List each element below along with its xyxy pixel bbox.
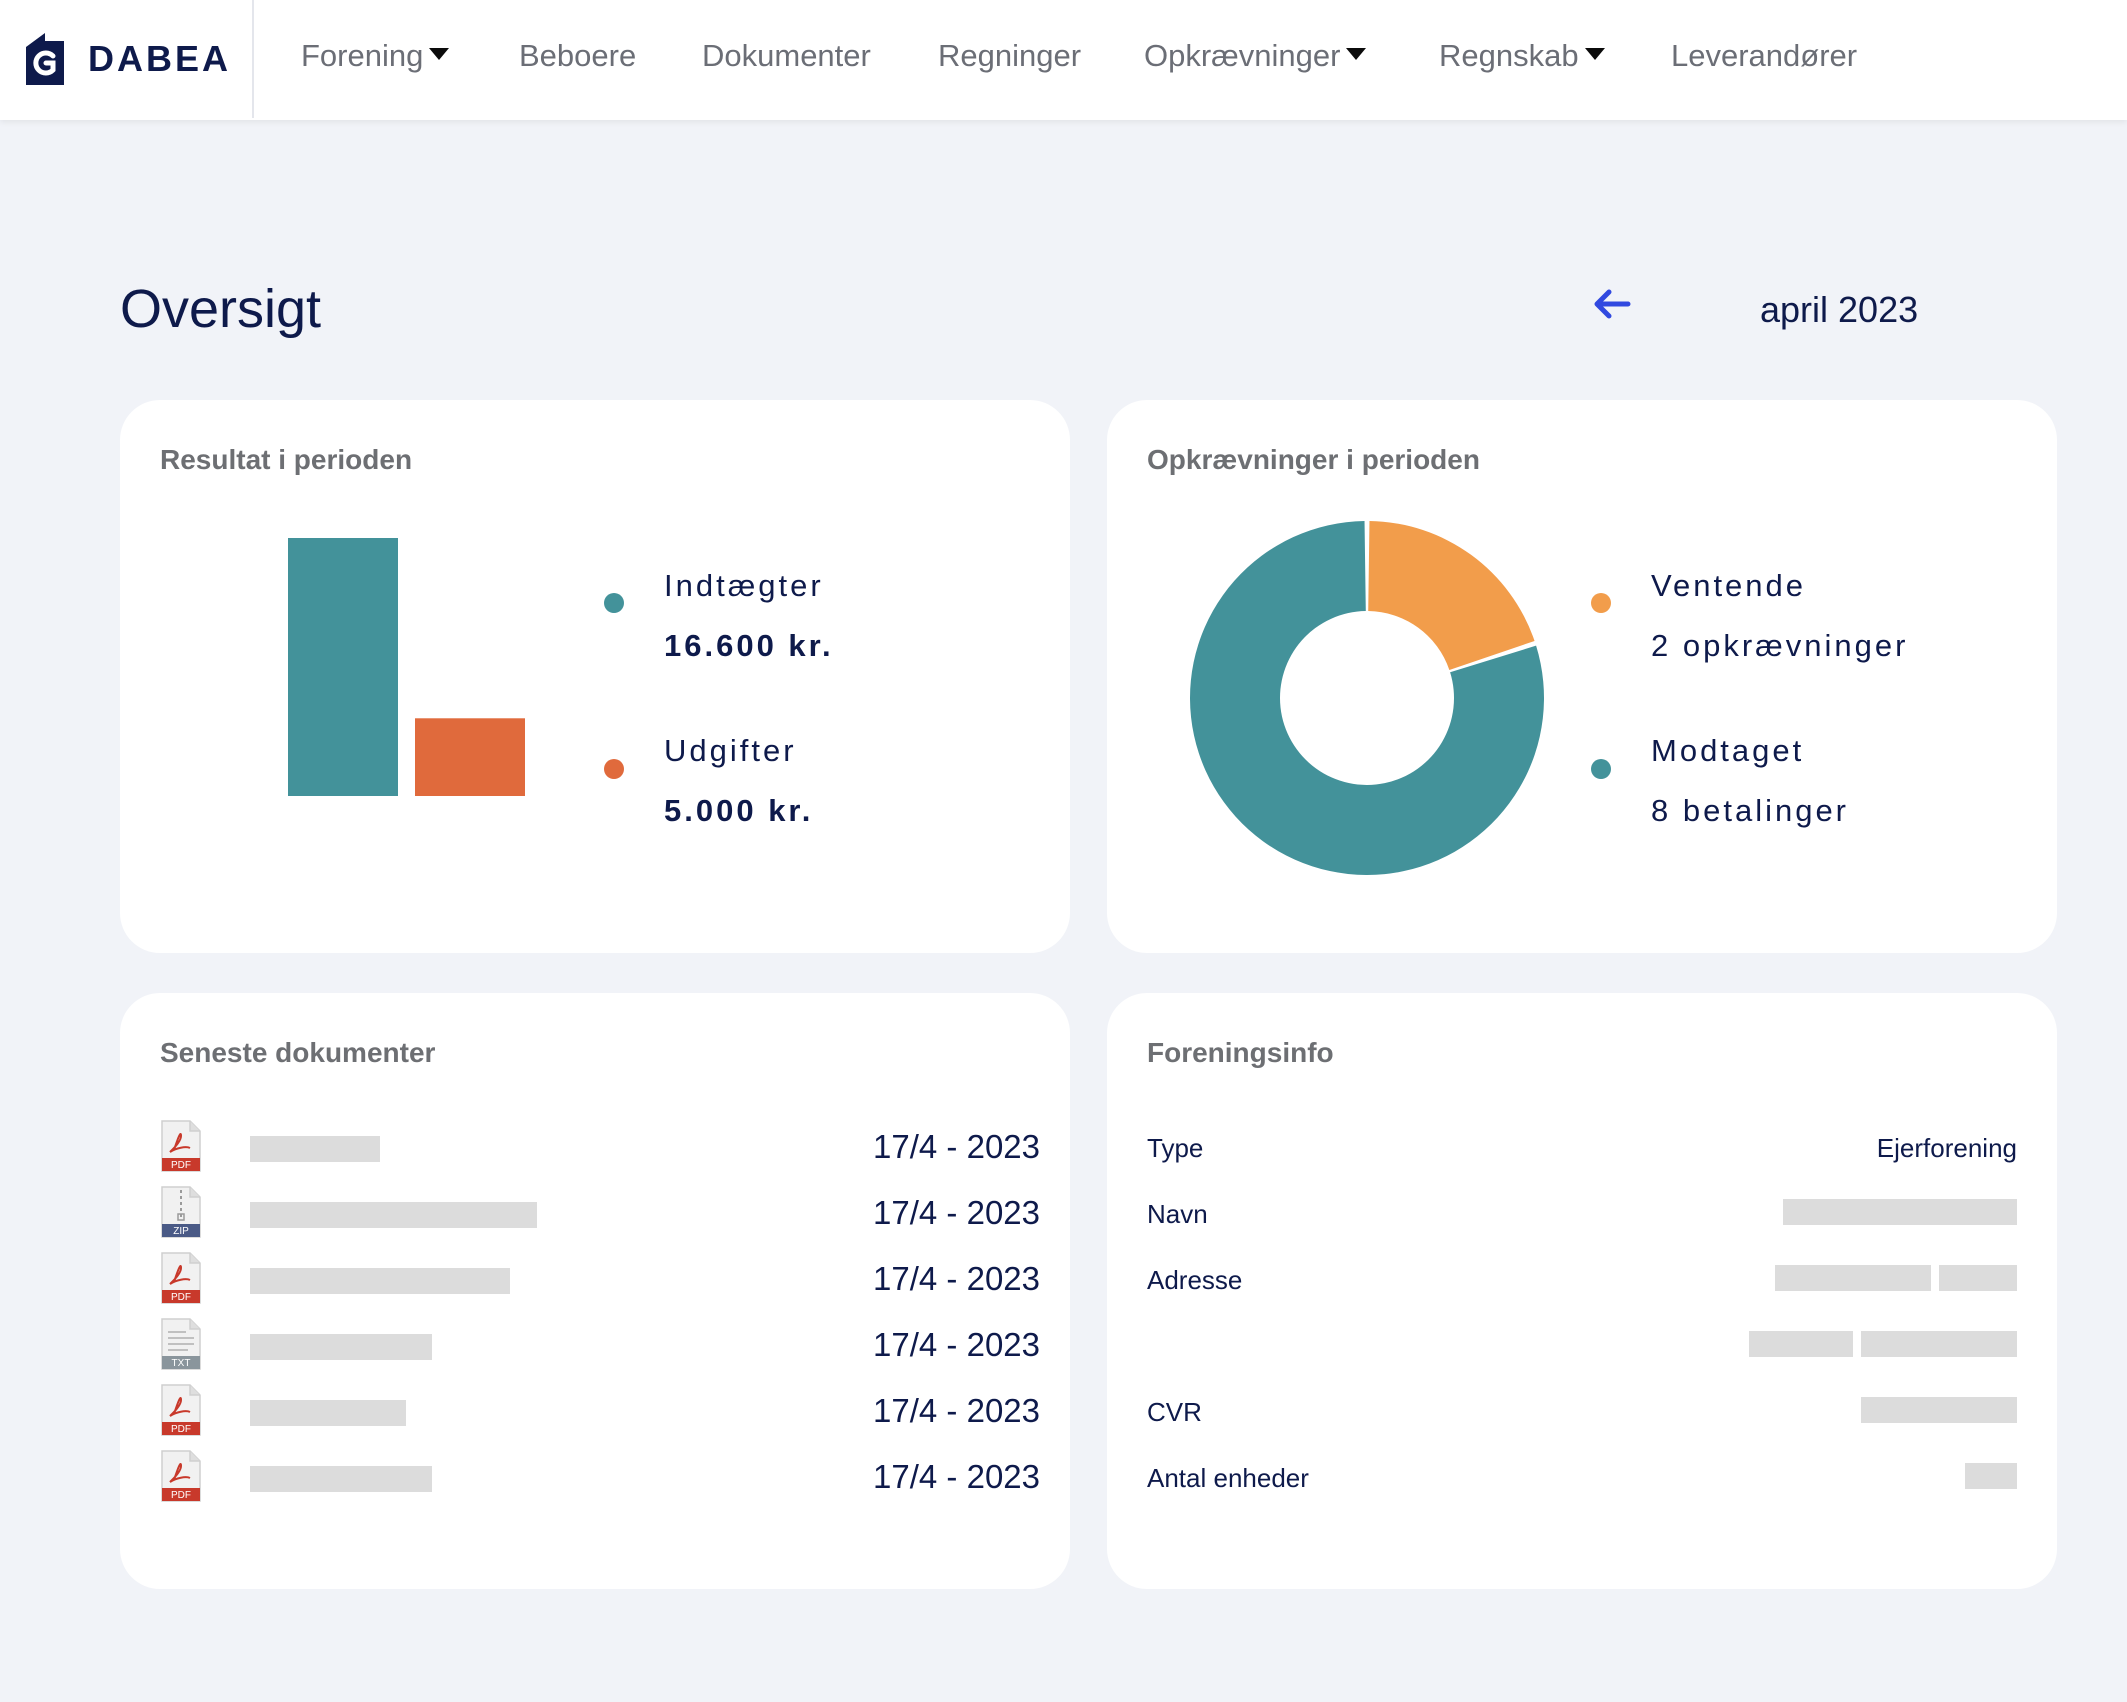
info-address-redacted (1861, 1331, 2017, 1357)
document-row[interactable]: TXT 17/4 - 2023 (160, 1318, 1040, 1374)
info-address-redacted (1939, 1265, 2017, 1291)
document-date: 17/4 - 2023 (873, 1128, 1040, 1165)
expense-label: Udgifter (664, 733, 797, 768)
result-card-title: Resultat i perioden (160, 444, 413, 475)
pdf-badge: PDF (171, 1292, 191, 1303)
document-name-redacted (250, 1400, 406, 1426)
document-row[interactable]: PDF 17/4 - 2023 (160, 1450, 1040, 1506)
nav-regninger-label: Regninger (938, 38, 1082, 73)
period-label: april 2023 (1760, 289, 1919, 330)
income-label: Indtægter (664, 568, 824, 603)
zip-file-icon: ZIP (161, 1186, 201, 1238)
result-bar-chart (288, 538, 525, 796)
income-legend-dot (604, 593, 624, 613)
association-info-card: Foreningsinfo Type Ejerforening Navn Adr… (1107, 993, 2057, 1589)
nav-dokumenter[interactable]: Dokumenter (702, 0, 871, 112)
document-name-redacted (250, 1268, 510, 1294)
received-value: 8 betalinger (1651, 793, 1850, 828)
collections-card-title: Opkrævninger i perioden (1147, 444, 1480, 475)
nav-beboere-label: Beboere (519, 38, 637, 73)
association-info-title: Foreningsinfo (1147, 1037, 1334, 1068)
caret-down-icon (429, 48, 450, 60)
caret-down-icon (1584, 48, 1605, 60)
nav-leverandoerer-label: Leverandører (1671, 38, 1858, 73)
document-name-redacted (250, 1202, 537, 1228)
received-legend-dot (1591, 759, 1611, 779)
txt-file-icon: TXT (161, 1318, 201, 1370)
income-value: 16.600 kr. (664, 628, 834, 663)
pending-value: 2 opkrævninger (1651, 628, 1909, 663)
dabea-logo-icon (26, 33, 64, 85)
bar-indtægter (288, 538, 398, 796)
document-name-redacted (250, 1334, 432, 1360)
bar-udgifter (415, 718, 525, 796)
page-title: Oversigt (120, 279, 322, 339)
caret-down-icon (1346, 48, 1367, 60)
nav-leverandoerer[interactable]: Leverandører (1671, 0, 1857, 112)
collections-donut-chart (1190, 521, 1544, 875)
pending-label: Ventende (1651, 568, 1807, 603)
document-row[interactable]: PDF 17/4 - 2023 (160, 1252, 1040, 1308)
nav-forening[interactable]: Forening (301, 0, 450, 112)
nav-regninger[interactable]: Regninger (938, 0, 1081, 112)
documents-card-title: Seneste dokumenter (160, 1037, 436, 1068)
expense-value: 5.000 kr. (664, 793, 814, 828)
info-type-label: Type (1147, 1133, 1204, 1163)
pdf-badge: PDF (171, 1490, 191, 1501)
info-units-label: Antal enheder (1147, 1463, 1309, 1493)
brand-name: DABEA (88, 38, 232, 79)
info-address-redacted (1775, 1265, 1931, 1291)
info-type-value: Ejerforening (1876, 1133, 2017, 1163)
document-date: 17/4 - 2023 (873, 1392, 1040, 1429)
document-date: 17/4 - 2023 (873, 1458, 1040, 1495)
received-label: Modtaget (1651, 733, 1805, 768)
document-row[interactable]: PDF 17/4 - 2023 (160, 1120, 1040, 1176)
nav-dokumenter-label: Dokumenter (702, 38, 871, 73)
nav-beboere[interactable]: Beboere (519, 0, 636, 112)
nav-regnskab-label: Regnskab (1439, 38, 1579, 73)
pdf-file-icon: PDF (161, 1384, 201, 1436)
document-date: 17/4 - 2023 (873, 1326, 1040, 1363)
expense-legend-dot (604, 759, 624, 779)
pdf-file-icon: PDF (161, 1252, 201, 1304)
document-name-redacted (250, 1466, 432, 1492)
pdf-file-icon: PDF (161, 1450, 201, 1502)
document-name-redacted (250, 1136, 380, 1162)
nav-forening-label: Forening (301, 38, 424, 73)
top-navigation-bar: DABEA Forening Beboere Dokumenter Regnin… (0, 0, 2127, 120)
info-name-label: Navn (1147, 1199, 1208, 1229)
info-address-redacted (1749, 1331, 1853, 1357)
brand[interactable]: DABEA (0, 0, 254, 118)
document-row[interactable]: ZIP 17/4 - 2023 (160, 1186, 1040, 1242)
documents-card: Seneste dokumenter PDF 17/4 - 2023 ZIP 1… (120, 993, 1070, 1589)
txt-badge: TXT (172, 1358, 191, 1369)
arrow-left-icon[interactable] (1590, 282, 1634, 326)
zip-badge: ZIP (173, 1226, 189, 1237)
info-units-redacted (1965, 1463, 2017, 1489)
document-date: 17/4 - 2023 (873, 1260, 1040, 1297)
info-address-label: Adresse (1147, 1265, 1243, 1295)
info-cvr-label: CVR (1147, 1397, 1202, 1427)
donut-slice-ventende (1368, 521, 1535, 670)
info-cvr-redacted (1861, 1397, 2017, 1423)
donut-slice-modtaget (1190, 521, 1544, 875)
document-row[interactable]: PDF 17/4 - 2023 (160, 1384, 1040, 1440)
info-name-redacted (1783, 1199, 2017, 1225)
collections-card: Opkrævninger i perioden Ventende 2 opkræ… (1107, 400, 2057, 953)
nav-regnskab[interactable]: Regnskab (1439, 0, 1605, 112)
nav-opkraevninger-label: Opkrævninger (1144, 38, 1341, 73)
document-date: 17/4 - 2023 (873, 1194, 1040, 1231)
pdf-badge: PDF (171, 1160, 191, 1171)
nav-opkraevninger[interactable]: Opkrævninger (1144, 0, 1367, 112)
result-card: Resultat i perioden Indtægter 16.600 kr.… (120, 400, 1070, 953)
pending-legend-dot (1591, 593, 1611, 613)
pdf-badge: PDF (171, 1424, 191, 1435)
pdf-file-icon: PDF (161, 1120, 201, 1172)
